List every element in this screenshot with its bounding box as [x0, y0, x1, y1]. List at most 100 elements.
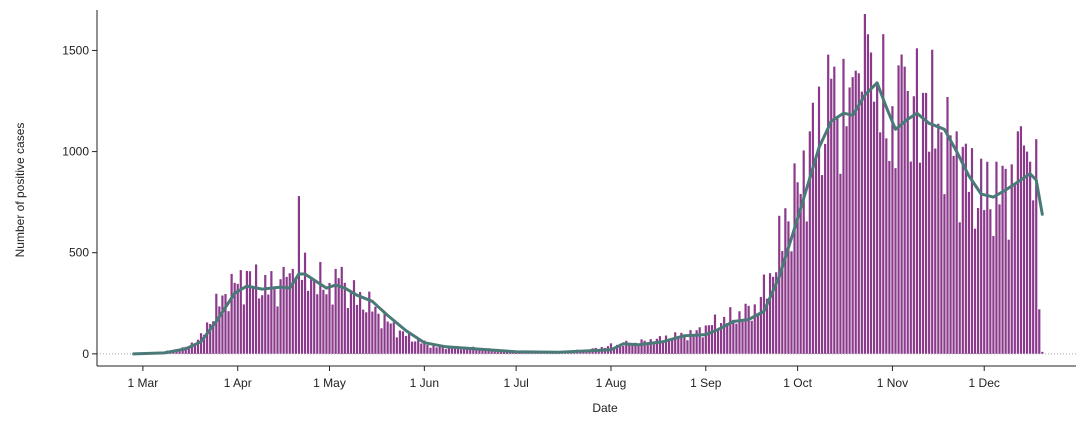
bar: [802, 150, 805, 354]
bar: [1013, 184, 1016, 354]
x-tick-label: 1 Nov: [877, 376, 908, 390]
bar: [285, 276, 288, 354]
bar: [227, 311, 230, 354]
bar: [1029, 161, 1032, 354]
x-tick-label: 1 Apr: [224, 376, 252, 390]
bar: [221, 295, 224, 354]
bar: [928, 151, 931, 354]
bar: [322, 289, 325, 354]
bar: [961, 146, 964, 354]
bar: [643, 340, 646, 354]
bar: [759, 297, 762, 354]
bar: [949, 135, 952, 354]
bar: [184, 346, 187, 354]
bar: [466, 348, 469, 354]
bar: [469, 349, 472, 354]
bar: [649, 339, 652, 354]
bar: [307, 290, 310, 354]
bar: [964, 143, 967, 354]
bar: [230, 273, 233, 354]
bar: [768, 273, 772, 354]
bar: [674, 332, 677, 354]
bar: [628, 344, 631, 354]
bar: [386, 321, 389, 354]
bar: [723, 316, 726, 354]
x-tick-label: 1 Mar: [128, 376, 159, 390]
bar: [193, 344, 196, 354]
bar: [707, 325, 710, 354]
bar: [909, 161, 912, 354]
bar: [276, 306, 279, 354]
bar: [340, 266, 343, 354]
bar: [1010, 164, 1013, 354]
bar: [346, 307, 349, 354]
bar: [248, 271, 252, 354]
bar: [331, 304, 334, 354]
bar: [625, 340, 628, 354]
y-tick-label: 0: [82, 347, 89, 361]
bar: [631, 343, 634, 354]
bar: [637, 345, 640, 354]
bar: [355, 304, 359, 354]
bar: [710, 325, 714, 354]
bar: [368, 291, 371, 354]
bar: [851, 77, 854, 354]
y-axis: 0 500 1000 1500: [62, 10, 98, 366]
bar: [787, 221, 790, 354]
bar: [389, 323, 392, 354]
bar: [401, 331, 405, 354]
bar: [218, 306, 221, 354]
bar: [288, 273, 291, 354]
bar: [921, 92, 925, 354]
bar: [349, 292, 353, 354]
trend-line: [132, 81, 1044, 356]
bar: [411, 341, 414, 354]
bar: [619, 345, 622, 354]
bar: [885, 138, 888, 354]
bar: [906, 90, 909, 354]
bar: [986, 161, 989, 354]
bar: [646, 342, 649, 354]
bar: [212, 321, 215, 354]
bar: [313, 280, 316, 354]
bar: [374, 306, 377, 354]
bar: [836, 116, 839, 354]
bar: [808, 131, 811, 354]
bar: [362, 309, 365, 354]
bar: [970, 148, 974, 354]
x-tick-label: 1 Aug: [596, 376, 627, 390]
bar: [423, 340, 426, 354]
bar: [640, 339, 643, 354]
bar: [998, 204, 1001, 354]
bar: [765, 298, 769, 354]
bar: [664, 335, 668, 354]
bar: [202, 334, 206, 354]
bar: [499, 351, 502, 354]
bar: [493, 350, 496, 354]
bar: [955, 131, 958, 354]
bar: [671, 339, 674, 354]
bar: [463, 348, 466, 354]
bar: [943, 194, 946, 354]
bar: [940, 132, 943, 354]
bar: [668, 341, 671, 354]
bar: [352, 280, 356, 354]
bar: [300, 279, 304, 354]
bar: [612, 347, 616, 354]
bar: [303, 252, 307, 354]
bar: [888, 161, 891, 354]
bar: [983, 210, 986, 354]
y-tick-label: 1500: [62, 43, 89, 57]
bar: [371, 311, 374, 354]
bar: [918, 162, 922, 354]
bar: [977, 208, 980, 354]
bar: [820, 175, 824, 354]
bar: [701, 337, 704, 354]
x-axis: 1 Mar 1 Apr 1 May 1 Jun 1 Jul 1 Aug 1 Sep 1 Oct…: [97, 365, 1076, 390]
bar: [677, 337, 680, 354]
bar: [404, 335, 408, 354]
bar: [937, 123, 940, 354]
bar: [242, 304, 245, 354]
bar: [392, 322, 395, 354]
x-tick-label: 1 May: [313, 376, 346, 390]
